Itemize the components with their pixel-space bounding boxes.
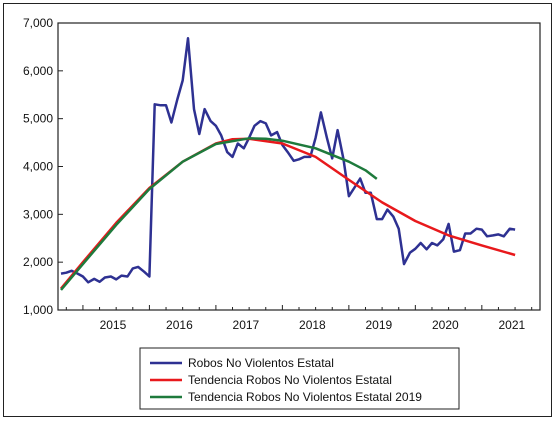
x-tick-label: 2015: [100, 318, 127, 332]
x-axis: 2015 2016 2017 2018 2019 2020 2021: [65, 305, 533, 332]
y-tick-label: 7,000: [23, 16, 53, 30]
x-tick-label: 2016: [166, 318, 193, 332]
legend-label-tendencia-2019: Tendencia Robos No Violentos Estatal 201…: [188, 390, 422, 404]
series-line-tendencia-2019: [60, 137, 378, 291]
series-line-tendencia: [60, 137, 516, 290]
y-tick-label: 4,000: [23, 160, 53, 174]
series-line-robos: [60, 37, 516, 284]
legend-label-robos: Robos No Violentos Estatal: [188, 356, 334, 370]
y-tick-label: 2,000: [23, 255, 53, 269]
legend: Robos No Violentos Estatal Tendencia Rob…: [139, 347, 460, 410]
legend-box: [139, 347, 460, 410]
x-tick-label: 2020: [432, 318, 459, 332]
y-axis: 1,000 2,000 3,000 4,000 5,000 6,000 7,000: [23, 16, 63, 317]
legend-label-tendencia: Tendencia Robos No Violentos Estatal: [188, 373, 392, 387]
y-tick-label: 1,000: [23, 303, 53, 317]
y-tick-label: 5,000: [23, 112, 53, 126]
series-layer: [60, 37, 516, 291]
plot-area: [57, 22, 541, 311]
y-tick-label: 3,000: [23, 207, 53, 221]
x-tick-label: 2019: [366, 318, 393, 332]
x-tick-label: 2018: [299, 318, 326, 332]
y-tick-label: 6,000: [23, 64, 53, 78]
x-tick-label: 2021: [498, 318, 525, 332]
x-tick-label: 2017: [233, 318, 260, 332]
